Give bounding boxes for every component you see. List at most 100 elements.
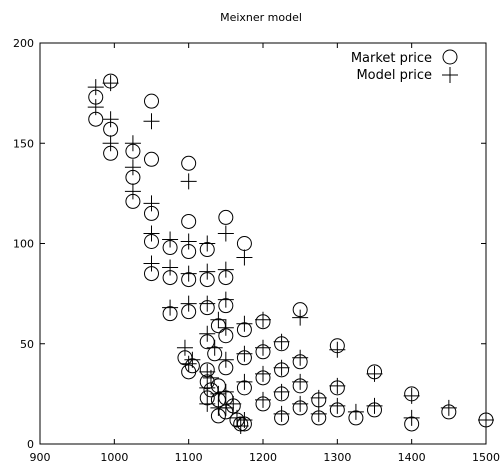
model-price-point (292, 373, 309, 390)
model-price-point (162, 231, 179, 248)
model-price-point (255, 365, 271, 382)
model-price-point (347, 403, 364, 420)
model-price-point (162, 259, 179, 276)
x-tick-label: 1200 (249, 451, 277, 464)
model-price-point (143, 113, 160, 130)
x-tick-label: 1100 (175, 451, 203, 464)
plot-frame (39, 42, 487, 445)
model-price-point (403, 387, 420, 404)
model-price-point (255, 391, 271, 408)
market-price-point (181, 213, 197, 229)
model-price-point (202, 369, 219, 386)
model-price-point (217, 383, 234, 400)
model-price-point (292, 309, 309, 326)
model-price-point (206, 339, 223, 356)
model-price-point (440, 399, 457, 416)
y-tick-label: 100 (13, 238, 34, 251)
model-price-point (403, 409, 420, 426)
market-price-point (218, 209, 234, 225)
series-model-price (87, 75, 494, 434)
model-price-point (180, 295, 197, 312)
x-tick-label: 1400 (398, 451, 426, 464)
model-price-point (292, 395, 309, 412)
model-price-point (124, 135, 141, 152)
model-price-point (180, 355, 197, 372)
model-price-point (228, 409, 245, 426)
model-price-point (273, 383, 290, 400)
model-price-point (199, 395, 216, 412)
model-price-point (199, 263, 216, 280)
data-markers (87, 73, 494, 434)
model-price-point (236, 249, 253, 266)
model-price-point (217, 291, 234, 308)
model-price-point (143, 195, 160, 212)
model-price-point (329, 397, 346, 414)
model-price-point (143, 225, 160, 242)
model-price-point (217, 261, 234, 278)
model-price-point (210, 311, 227, 328)
model-price-point (199, 235, 216, 252)
model-price-point (329, 341, 346, 358)
market-price-point (181, 155, 197, 171)
model-price-point (124, 159, 141, 176)
model-price-point (162, 299, 179, 316)
model-price-point (273, 333, 290, 350)
model-price-point (236, 411, 253, 428)
model-price-point (180, 173, 197, 190)
model-price-point (225, 395, 242, 412)
model-price-point (236, 373, 253, 390)
model-price-point (143, 255, 160, 272)
model-price-point (255, 311, 271, 328)
x-axis: 900 1000 1100 1200 1300 1400 1500 (30, 43, 500, 464)
market-price-point (236, 236, 252, 251)
model-price-point (217, 399, 234, 416)
model-price-point (236, 315, 253, 332)
model-price-point (180, 265, 197, 282)
model-price-point (102, 111, 119, 128)
y-tick-label: 200 (13, 37, 34, 50)
model-price-point (478, 411, 494, 428)
legend: Market price Model price (351, 49, 458, 83)
model-price-point (366, 365, 383, 382)
y-tick-label: 0 (27, 438, 34, 451)
model-price-point (366, 397, 383, 414)
model-price-point (217, 351, 234, 368)
model-price-point (255, 339, 271, 356)
x-tick-label: 1300 (323, 451, 351, 464)
y-axis: 0 50 100 150 200 (13, 37, 486, 451)
series-market-price (88, 73, 494, 432)
model-price-point (199, 295, 216, 312)
model-price-point (292, 349, 309, 366)
model-price-point (199, 363, 216, 380)
y-tick-label: 50 (20, 338, 34, 351)
market-price-point (144, 93, 159, 109)
model-price-point (176, 339, 193, 356)
model-price-point (232, 417, 249, 434)
model-price-point (102, 135, 119, 152)
model-price-point (273, 359, 290, 376)
model-price-point (329, 377, 346, 394)
chart-title: Meixner model (220, 11, 302, 24)
market-price-point (144, 151, 159, 167)
legend-marker-circle-icon (442, 49, 458, 65)
model-price-point (236, 345, 253, 362)
model-price-point (310, 389, 327, 406)
model-price-point (180, 233, 197, 250)
model-price-point (199, 325, 216, 342)
model-price-point (217, 319, 234, 336)
model-price-point (87, 79, 104, 96)
model-price-point (217, 225, 234, 242)
model-price-point (199, 379, 216, 396)
model-price-point (184, 351, 201, 368)
x-tick-label: 900 (30, 451, 51, 464)
x-tick-label: 1500 (472, 451, 500, 464)
model-price-point (87, 99, 104, 116)
legend-label-model-price: Model price (356, 68, 432, 83)
model-price-point (124, 183, 141, 200)
y-tick-label: 150 (13, 137, 34, 150)
model-price-point (273, 405, 290, 422)
legend-label-market-price: Market price (351, 51, 432, 66)
model-price-point (210, 385, 227, 402)
x-tick-label: 1000 (100, 451, 128, 464)
